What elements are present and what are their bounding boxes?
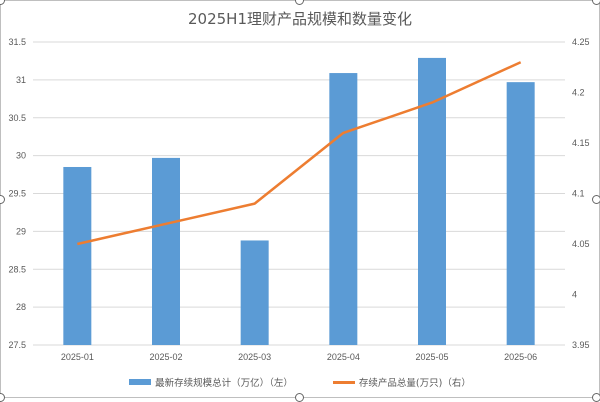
bar bbox=[418, 57, 446, 345]
y-left-tick-label: 30.5 bbox=[8, 113, 26, 123]
resize-handle[interactable] bbox=[295, 0, 304, 5]
y-left-tick-label: 27.5 bbox=[8, 340, 26, 350]
x-tick-label: 2025-03 bbox=[238, 352, 271, 362]
y-right-tick-label: 4.15 bbox=[572, 138, 590, 148]
bar bbox=[63, 166, 92, 345]
y-left-tick-label: 31 bbox=[16, 75, 26, 85]
bar bbox=[329, 73, 358, 346]
resize-handle[interactable] bbox=[0, 195, 5, 204]
y-right-tick-label: 3.95 bbox=[572, 340, 590, 350]
bar bbox=[152, 157, 180, 345]
legend-label-line: 存续产品总量(万只)（右） bbox=[358, 378, 471, 389]
resize-handle[interactable] bbox=[592, 393, 600, 402]
y-right-tick-label: 4.1 bbox=[572, 189, 585, 199]
resize-handle[interactable] bbox=[592, 0, 600, 5]
y-left-tick-label: 28.5 bbox=[8, 264, 26, 274]
y-right-tick-label: 4 bbox=[572, 290, 577, 300]
resize-handle[interactable] bbox=[295, 393, 304, 402]
bar bbox=[506, 82, 535, 346]
y-left-tick-label: 28 bbox=[16, 302, 26, 312]
legend-swatch-line bbox=[332, 380, 355, 384]
bar bbox=[240, 240, 269, 345]
resize-handle[interactable] bbox=[592, 195, 600, 204]
legend-swatch-bar bbox=[129, 379, 152, 385]
x-tick-label: 2025-02 bbox=[149, 352, 182, 362]
legend-label-bar: 最新存续规模总计（万亿）（左） bbox=[155, 378, 293, 389]
resize-handle[interactable] bbox=[0, 393, 5, 402]
legend: 最新存续规模总计（万亿）（左） 存续产品总量(万只)（右） bbox=[0, 375, 600, 389]
y-left-tick-label: 29.5 bbox=[8, 189, 26, 199]
chart-title: 2025H1理财产品规模和数量变化 bbox=[188, 10, 412, 28]
x-tick-label: 2025-04 bbox=[327, 352, 360, 362]
y-left-tick-label: 30 bbox=[16, 151, 26, 161]
x-tick-label: 2025-06 bbox=[504, 352, 537, 362]
y-left-tick-label: 31.5 bbox=[8, 37, 26, 47]
x-tick-label: 2025-01 bbox=[61, 352, 94, 362]
y-right-tick-label: 4.2 bbox=[572, 88, 585, 98]
x-tick-label: 2025-05 bbox=[415, 352, 448, 362]
resize-handle[interactable] bbox=[0, 0, 5, 5]
y-right-tick-label: 4.25 bbox=[572, 37, 590, 47]
legend-item-line: 存续产品总量(万只)（右） bbox=[332, 375, 471, 389]
y-left-tick-label: 29 bbox=[16, 226, 26, 236]
y-right-tick-label: 4.05 bbox=[572, 239, 590, 249]
line-series bbox=[77, 61, 522, 246]
legend-item-bar: 最新存续规模总计（万亿）（左） bbox=[129, 375, 293, 389]
